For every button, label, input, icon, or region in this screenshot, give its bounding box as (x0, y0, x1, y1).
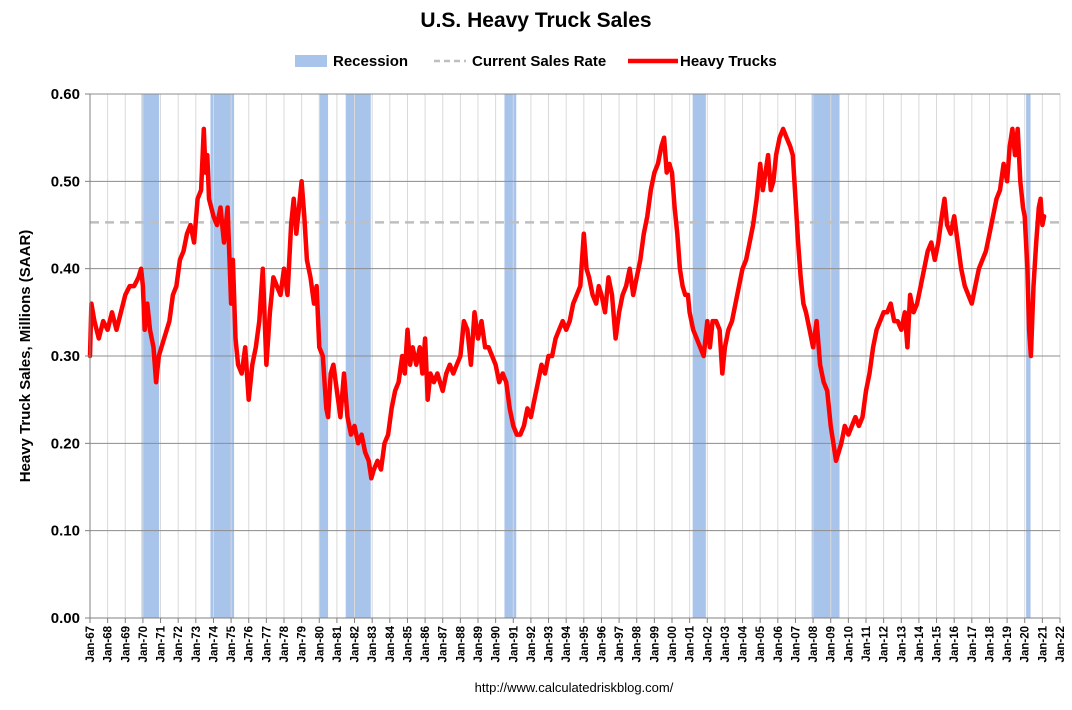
x-tick-label: Jan-82 (350, 626, 362, 662)
y-axis-ticks: 0.00 0.10 0.20 0.30 0.40 0.50 0.60 (51, 86, 90, 627)
x-tick-label: Jan-03 (720, 626, 732, 662)
x-tick-label: Jan-75 (226, 625, 238, 662)
x-tick-label: Jan-90 (491, 626, 503, 662)
x-tick-label: Jan-93 (544, 626, 556, 662)
x-tick-label: Jan-95 (579, 625, 591, 662)
x-tick-label: Jan-71 (156, 625, 168, 662)
x-tick-label: Jan-19 (1002, 626, 1014, 662)
x-tick-label: Jan-12 (879, 626, 891, 662)
x-tick-label: Jan-06 (773, 626, 785, 662)
x-tick-label: Jan-80 (314, 626, 326, 662)
x-tick-label: Jan-15 (932, 625, 944, 662)
grid (89, 93, 1061, 619)
y-tick-label: 0.20 (51, 435, 80, 452)
x-tick-label: Jan-87 (438, 626, 450, 662)
x-tick-label: Jan-68 (103, 625, 115, 662)
x-tick-label: Jan-09 (826, 626, 838, 662)
x-tick-label: Jan-97 (614, 626, 626, 662)
x-tick-label: Jan-74 (208, 625, 220, 662)
x-tick-label: Jan-05 (755, 625, 767, 662)
x-tick-label: Jan-81 (332, 625, 344, 662)
legend-label: Recession (333, 53, 408, 70)
x-tick-label: Jan-78 (279, 625, 291, 662)
x-tick-label: Jan-98 (632, 625, 644, 662)
x-tick-label: Jan-76 (244, 626, 256, 662)
x-tick-label: Jan-07 (790, 626, 802, 662)
y-tick-label: 0.50 (51, 173, 80, 190)
x-tick-label: Jan-08 (808, 625, 820, 662)
legend-label: Current Sales Rate (472, 53, 606, 70)
y-tick-label: 0.60 (51, 86, 80, 103)
y-tick-label: 0.00 (51, 610, 80, 627)
x-tick-label: Jan-10 (843, 626, 855, 662)
x-tick-label: Jan-14 (914, 625, 926, 662)
x-tick-label: Jan-94 (561, 625, 573, 662)
x-tick-label: Jan-92 (526, 626, 538, 662)
x-tick-label: Jan-91 (508, 625, 520, 662)
x-tick-label: Jan-16 (949, 626, 961, 662)
y-tick-label: 0.40 (51, 261, 80, 278)
x-tick-label: Jan-96 (596, 626, 608, 662)
x-tick-label: Jan-69 (120, 626, 132, 662)
heavy-trucks-line (87, 126, 1047, 481)
x-tick-label: Jan-89 (473, 626, 485, 662)
legend: Recession Current Sales Rate Heavy Trucks (295, 53, 777, 70)
x-tick-label: Jan-83 (367, 626, 379, 662)
legend-label: Heavy Trucks (680, 53, 777, 70)
x-tick-label: Jan-02 (702, 626, 714, 662)
x-tick-label: Jan-86 (420, 626, 432, 662)
source-link[interactable]: http://www.calculatedriskblog.com/ (475, 680, 674, 695)
x-tick-label: Jan-77 (261, 626, 273, 662)
x-tick-label: Jan-21 (1037, 625, 1049, 662)
x-tick-label: Jan-85 (402, 625, 414, 662)
chart-title: U.S. Heavy Truck Sales (420, 9, 651, 32)
x-tick-label: Jan-22 (1055, 626, 1067, 662)
x-tick-label: Jan-18 (984, 625, 996, 662)
x-tick-label: Jan-99 (649, 626, 661, 662)
x-tick-label: Jan-84 (385, 625, 397, 662)
x-tick-label: Jan-67 (85, 626, 97, 662)
x-tick-label: Jan-11 (861, 625, 873, 661)
x-tick-label: Jan-17 (967, 626, 979, 662)
x-tick-label: Jan-20 (1020, 626, 1032, 662)
x-tick-label: Jan-79 (297, 626, 309, 662)
x-axis-ticks: Jan-67 Jan-68 Jan-69 Jan-70 Jan-71 Jan-72 Jan-… (85, 618, 1067, 662)
legend-swatch-recession (295, 55, 327, 67)
x-tick-label: Jan-00 (667, 626, 679, 662)
x-tick-label: Jan-13 (896, 626, 908, 662)
x-tick-label: Jan-73 (191, 626, 203, 662)
x-tick-label: Jan-88 (455, 625, 467, 662)
x-tick-label: Jan-01 (685, 625, 697, 662)
y-tick-label: 0.10 (51, 523, 80, 540)
x-tick-label: Jan-72 (173, 626, 185, 662)
y-axis-label: Heavy Truck Sales, Millions (SAAR) (17, 230, 34, 483)
x-tick-label: Jan-04 (738, 625, 750, 662)
y-tick-label: 0.30 (51, 348, 80, 365)
x-tick-label: Jan-70 (138, 626, 150, 662)
